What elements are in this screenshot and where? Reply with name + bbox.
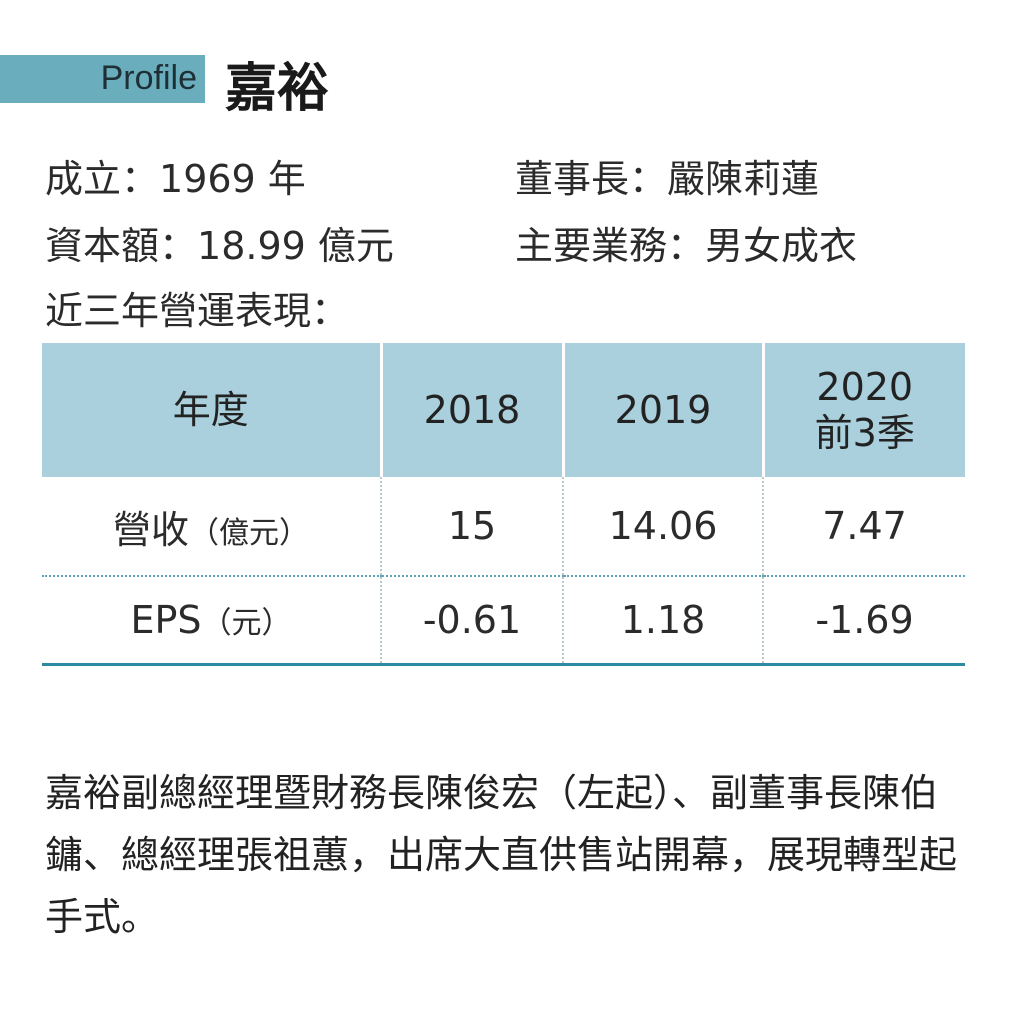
row-label: 營收 bbox=[112, 507, 189, 552]
header-cell: 2018 bbox=[379, 343, 563, 477]
value-cell: 1.18 bbox=[562, 576, 763, 665]
info-value: 男女成衣 bbox=[705, 224, 858, 268]
info-label: 成立： bbox=[45, 157, 160, 201]
info-item: 主要業務：男女成衣 bbox=[515, 215, 857, 270]
value-cell: -0.61 bbox=[380, 576, 563, 665]
value-cell: 15 bbox=[380, 477, 563, 577]
value-cell: 7.47 bbox=[762, 477, 965, 577]
company-name: 嘉裕 bbox=[225, 58, 330, 119]
info-item: 成立：1969 年 bbox=[45, 148, 306, 203]
row-unit: （元） bbox=[201, 606, 292, 641]
info-label: 資本額： bbox=[45, 224, 198, 268]
header-cell: 2019 bbox=[561, 343, 763, 477]
header-row: 年度 2018 2019 2020 前3季 bbox=[42, 343, 965, 477]
info-value: 18.99 億元 bbox=[197, 224, 394, 268]
row-unit: （億元） bbox=[189, 515, 309, 551]
info-item: 資本額：18.99 億元 bbox=[45, 215, 394, 270]
info-label: 董事長： bbox=[515, 157, 668, 201]
info-value: 1969 年 bbox=[159, 157, 306, 201]
performance-table: 年度 2018 2019 2020 前3季 營收（億元） 15 14.06 7.47 E… bbox=[42, 343, 965, 666]
profile-bar: Profile bbox=[0, 55, 205, 103]
header-cell: 2020 前3季 bbox=[761, 343, 965, 477]
section-title: 近三年營運表現： bbox=[45, 289, 350, 333]
value-cell: -1.69 bbox=[762, 576, 965, 665]
row-label-cell: EPS（元） bbox=[42, 576, 381, 665]
value-cell: 14.06 bbox=[562, 477, 763, 577]
photo-caption: 嘉裕副總經理暨財務長陳俊宏（左起）、副董事長陳伯鏞、總經理張祖蕙，出席大直供售站… bbox=[45, 771, 958, 939]
row-label-cell: 營收（億元） bbox=[42, 477, 381, 577]
body-row: 營收（億元） 15 14.06 7.47 bbox=[42, 477, 965, 577]
info-label: 主要業務： bbox=[515, 224, 706, 268]
row-label: EPS bbox=[130, 598, 202, 642]
info-item: 董事長：嚴陳莉蓮 bbox=[515, 148, 819, 203]
header-cell: 年度 bbox=[42, 343, 381, 477]
profile-tag: Profile bbox=[100, 59, 197, 97]
body-row: EPS（元） -0.61 1.18 -1.69 bbox=[42, 576, 965, 665]
info-value: 嚴陳莉蓮 bbox=[667, 157, 820, 201]
